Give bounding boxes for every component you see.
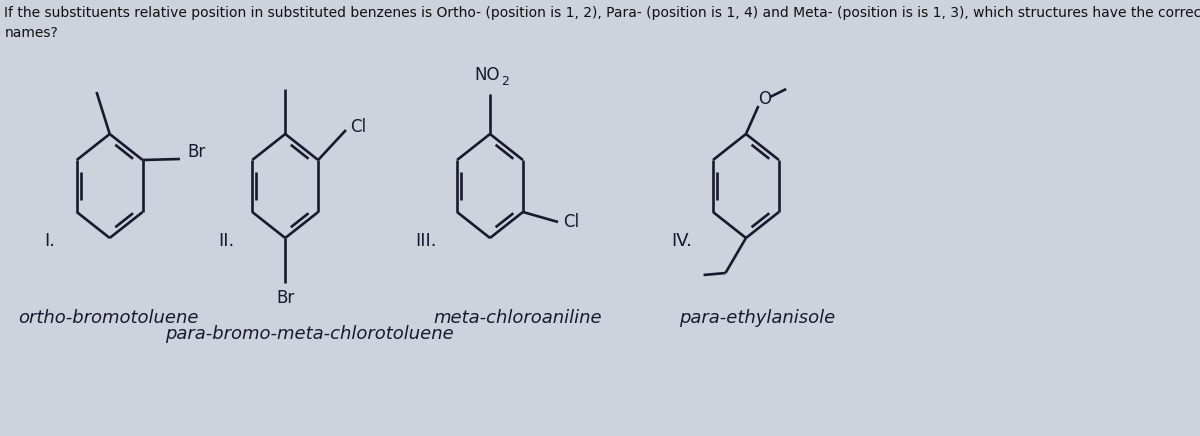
Text: I.: I.	[44, 232, 55, 250]
Text: Cl: Cl	[350, 118, 366, 136]
Text: ortho-bromotoluene: ortho-bromotoluene	[18, 309, 199, 327]
Text: II.: II.	[218, 232, 235, 250]
Text: para-bromo-meta-chlorotoluene: para-bromo-meta-chlorotoluene	[164, 325, 454, 343]
Text: meta-chloroaniline: meta-chloroaniline	[433, 309, 601, 327]
Text: Br: Br	[276, 289, 294, 307]
Text: Cl: Cl	[563, 213, 580, 231]
Text: If the substituents relative position in substituted benzenes is Ortho- (positio: If the substituents relative position in…	[5, 6, 1200, 40]
Text: para-ethylanisole: para-ethylanisole	[679, 309, 835, 327]
Text: Br: Br	[187, 143, 206, 161]
Text: NO: NO	[474, 66, 500, 84]
Text: O: O	[757, 90, 770, 108]
Text: III.: III.	[415, 232, 437, 250]
Text: 2: 2	[502, 75, 509, 88]
Text: IV.: IV.	[671, 232, 692, 250]
